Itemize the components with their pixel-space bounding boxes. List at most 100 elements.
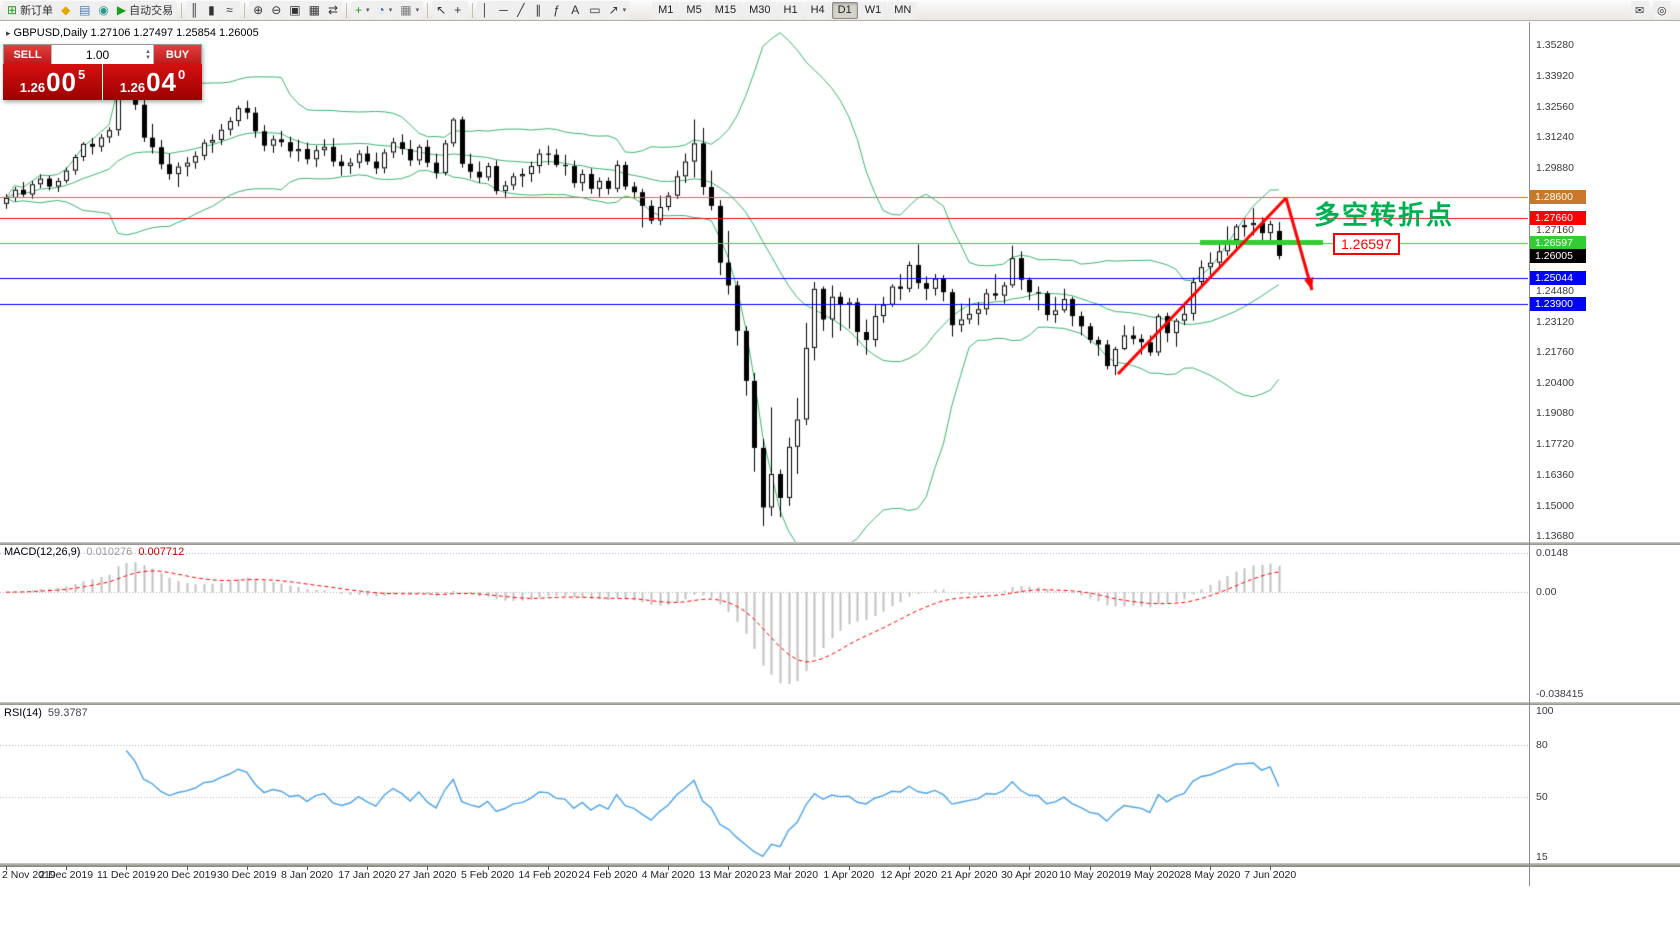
sell-price-figure: 1.26 <box>19 80 46 95</box>
cursor-tool-button[interactable]: ↖ <box>432 1 451 19</box>
sell-price-button[interactable]: 1.26 00 5 <box>3 64 102 100</box>
buy-price-button[interactable]: 1.26 04 0 <box>103 64 202 100</box>
autotrading-button-label: 自动交易 <box>129 5 174 17</box>
profiles-button[interactable]: ◔ ▾ <box>373 1 397 19</box>
volume-up-icon[interactable]: ▲ <box>145 48 151 55</box>
terminal-icon[interactable]: ◉ <box>94 1 113 19</box>
vertical-line-tool-button[interactable]: │ <box>477 1 496 19</box>
timeframe-m1-button[interactable]: M1 <box>652 1 680 19</box>
search-icon[interactable]: ◎ <box>1653 1 1671 19</box>
text-tool-button[interactable]: A <box>567 1 586 19</box>
timeframe-d1-button[interactable]: D1 <box>831 1 858 19</box>
chart-shift-glyph-icon: ⇄ <box>327 3 338 17</box>
market-watch-icon[interactable]: ◆ <box>57 1 76 19</box>
autotrading-button[interactable]: ▶ 自动交易 <box>112 1 178 19</box>
price-axis-tick: 1.15000 <box>1536 500 1574 513</box>
tile-windows-button[interactable]: ▣ <box>285 1 305 19</box>
new-chart-button[interactable]: + ▾ <box>351 1 374 19</box>
date-axis-tick-icon <box>1210 866 1211 870</box>
date-axis-divider[interactable] <box>0 863 1680 866</box>
arrows-tool-button[interactable]: ↗ ▾ <box>604 1 631 19</box>
timeframe-w1-button[interactable]: W1 <box>858 1 888 19</box>
timeframe-mn-button[interactable]: MN <box>888 1 918 19</box>
date-axis-tick-icon <box>969 866 970 870</box>
rsi-panel-divider[interactable] <box>0 702 1680 705</box>
date-axis-tick-icon <box>126 866 127 870</box>
date-axis-label: 20 Dec 2019 <box>156 869 217 881</box>
date-axis-label: 13 Mar 2020 <box>698 869 758 881</box>
channel-tool-button[interactable]: ∥ <box>531 1 550 19</box>
rsi-axis-label: 100 <box>1536 705 1554 717</box>
data-window-icon[interactable]: ▤ <box>75 1 95 19</box>
text-tool-glyph-icon: A <box>571 3 580 17</box>
date-axis-label: 17 Jan 2020 <box>338 869 397 881</box>
sell-button[interactable]: SELL <box>4 45 51 64</box>
horizontal-line-tool-button[interactable]: ─ <box>495 1 514 19</box>
bar-chart-type-button[interactable]: ║ <box>186 1 205 19</box>
buy-price-point: 0 <box>178 67 186 82</box>
macd-axis-label: 0.0148 <box>1536 547 1569 559</box>
price-axis-tick: 1.19080 <box>1536 407 1574 420</box>
date-axis-tick-icon <box>1150 866 1151 870</box>
chevron-down-icon: ▾ <box>622 7 627 14</box>
collapse-arrow-icon[interactable]: ▸ <box>6 28 11 38</box>
date-axis-label: 21 Apr 2020 <box>940 869 998 881</box>
date-axis-label: 14 Feb 2020 <box>518 869 578 881</box>
volume-down-icon[interactable]: ▼ <box>145 54 151 61</box>
cursor-tool-glyph-icon: ↖ <box>436 3 447 17</box>
chevron-down-icon: ▾ <box>415 7 420 14</box>
new-chart-glyph-icon: + <box>355 3 363 17</box>
price-level-badge: 1.23900 <box>1530 296 1586 311</box>
macd-panel-divider[interactable] <box>0 542 1680 545</box>
rsi-header: RSI(14) 59.3787 <box>4 707 88 719</box>
auto-arrange-button[interactable]: ▦ <box>304 1 324 19</box>
date-axis-tick-icon <box>608 866 609 870</box>
date-axis-label: 1 Apr 2020 <box>823 869 875 881</box>
new-order-button[interactable]: ⊞ 新订单 <box>3 1 58 19</box>
price-axis-tick: 1.21760 <box>1536 346 1574 359</box>
date-axis-label: 12 Apr 2020 <box>880 869 938 881</box>
channel-tool-glyph-icon: ∥ <box>535 3 542 17</box>
macd-axis-label: 0.00 <box>1536 586 1557 599</box>
label-tool-button[interactable]: ▭ <box>585 1 605 19</box>
macd-signal-value: 0.007712 <box>138 546 185 558</box>
support-price-label: 1.26597 <box>1333 233 1400 255</box>
indicators-glyph-icon: ▦ <box>400 3 412 17</box>
rsi-value: 59.3787 <box>47 707 88 719</box>
toolbar-separator <box>472 2 474 18</box>
timeframe-m30-button[interactable]: M30 <box>743 1 777 19</box>
line-chart-type-button[interactable]: ≈ <box>222 1 241 19</box>
timeframe-h4-button[interactable]: H4 <box>804 1 831 19</box>
crosshair-tool-glyph-icon: + <box>454 3 462 17</box>
chevron-down-icon: ▾ <box>366 7 370 14</box>
candlestick-chart-type-button[interactable]: ▮ <box>204 1 223 19</box>
timeframe-m5-button[interactable]: M5 <box>680 1 708 19</box>
crosshair-tool-button[interactable]: + <box>450 1 469 19</box>
current-price-badge: 1.26005 <box>1530 248 1586 263</box>
date-axis-tick-icon <box>1029 866 1030 870</box>
indicators-button[interactable]: ▦ ▾ <box>396 1 424 19</box>
trendline-tool-button[interactable]: ╱ <box>513 1 532 19</box>
price-axis-tick: 1.16360 <box>1536 469 1574 482</box>
timeframe-m15-button[interactable]: M15 <box>708 1 743 19</box>
price-level-badge: 1.27660 <box>1530 211 1586 226</box>
chevron-down-icon: ▾ <box>388 7 393 14</box>
sell-price-pips: 00 <box>46 66 77 97</box>
fibonacci-tool-button[interactable]: ƒ <box>549 1 568 19</box>
macd-canvas[interactable] <box>0 545 1528 702</box>
volume-input[interactable] <box>52 46 144 63</box>
timeframe-group: M1 M5 M15 M30 H1 H4 D1 W1 MN <box>652 1 918 19</box>
date-axis-tick-icon <box>367 866 368 870</box>
buy-button[interactable]: BUY <box>154 45 201 64</box>
date-axis-tick-icon <box>789 866 790 870</box>
price-axis-tick: 1.32560 <box>1536 101 1574 113</box>
timeframe-h1-button[interactable]: H1 <box>777 1 804 19</box>
bar-chart-type-glyph-icon: ║ <box>190 3 199 17</box>
news-icon[interactable]: ✉ <box>1631 1 1649 19</box>
price-chart-canvas[interactable] <box>0 22 1528 542</box>
chart-shift-button[interactable]: ⇄ <box>323 1 342 19</box>
zoom-in-button[interactable]: ⊕ <box>249 1 268 19</box>
rsi-canvas[interactable] <box>0 705 1528 863</box>
new-order-button-label: 新订单 <box>20 5 54 17</box>
zoom-out-button[interactable]: ⊖ <box>267 1 286 19</box>
